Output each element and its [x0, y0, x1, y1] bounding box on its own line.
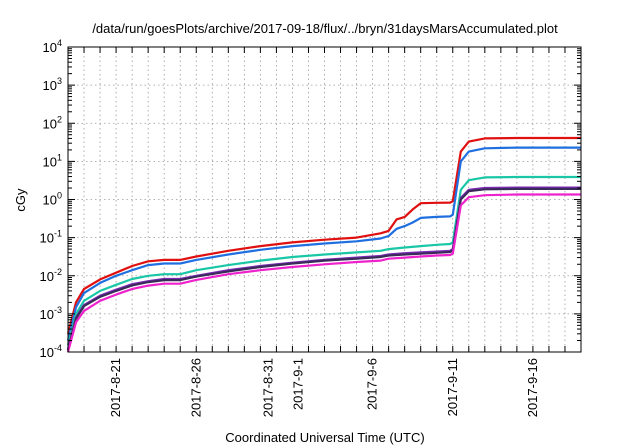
x-tick-label: 2017-9-6 [365, 358, 380, 410]
series-line-6 [66, 193, 581, 353]
y-axis: 10-4 10-3 10-2 10-1 100 101 102 103 104 [40, 38, 581, 360]
y-tick-label: 10-3 [40, 305, 62, 322]
x-tick-label: 2017-8-31 [260, 358, 275, 417]
x-tick-label: 2017-9-11 [445, 358, 460, 416]
x-tick-label: 2017-9-1 [290, 358, 305, 410]
y-axis-label: cGy [13, 188, 28, 212]
chart-title: /data/run/goesPlots/archive/2017-09-18/f… [92, 21, 558, 36]
y-tick-label: 10-4 [40, 343, 62, 360]
y-tick-label: 10-2 [40, 267, 62, 284]
x-tick-label: 2017-9-16 [525, 358, 540, 417]
x-axis: 2017-8-21 2017-8-26 2017-8-31 2017-9-1 2017-… [83, 47, 566, 417]
y-tick-label: 103 [43, 76, 62, 93]
y-tick-label: 101 [43, 152, 62, 169]
y-tick-label: 102 [43, 114, 62, 131]
y-tick-label: 104 [43, 38, 62, 55]
y-tick-label: 100 [43, 191, 62, 208]
series-line-1 [66, 136, 581, 335]
series-line-2 [66, 146, 581, 341]
series-line-3 [66, 175, 581, 346]
y-tick-label: 10-1 [40, 229, 62, 246]
x-axis-label: Coordinated Universal Time (UTC) [225, 430, 424, 445]
series-group [66, 136, 581, 353]
x-tick-label: 2017-8-21 [108, 358, 123, 417]
grid [68, 47, 581, 352]
x-tick-label: 2017-8-26 [188, 358, 203, 417]
